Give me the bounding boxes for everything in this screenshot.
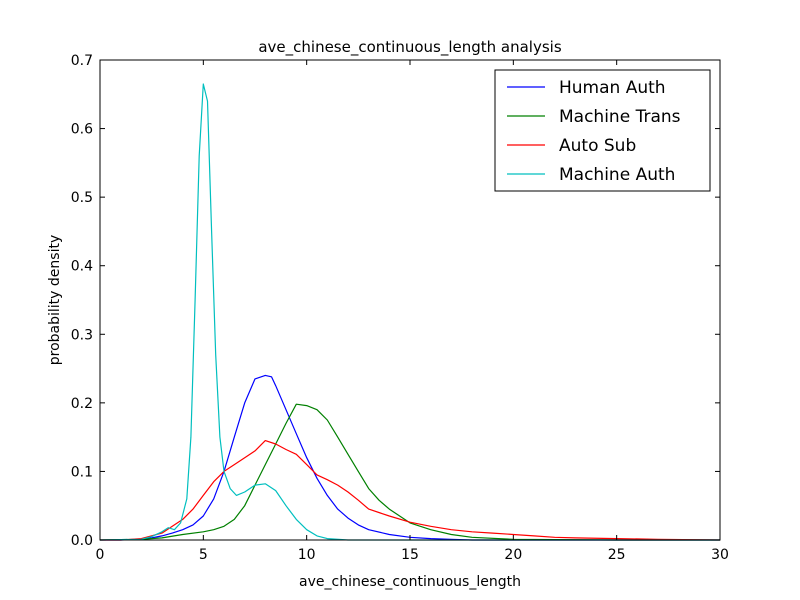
y-tick-label-6: 0.6 — [71, 122, 93, 138]
legend-label-1: Machine Trans — [559, 107, 681, 127]
y-axis-label: probability density — [47, 235, 63, 365]
legend-label-0: Human Auth — [559, 78, 666, 98]
legend-label-2: Auto Sub — [559, 136, 636, 156]
chart-title: ave_chinese_continuous_length analysis — [258, 38, 561, 57]
y-tick-label-2: 0.2 — [71, 396, 93, 412]
series-line-3 — [99, 83, 720, 541]
y-tick-label-0: 0.0 — [71, 533, 93, 549]
legend-box — [494, 69, 711, 192]
x-tick-label-5: 25 — [608, 547, 626, 563]
x-axis-ticks: 0 5 10 15 20 25 30 — [96, 60, 729, 563]
y-tick-label-4: 0.4 — [71, 259, 93, 275]
legend: Human Auth Machine Trans Auto Sub Machine A… — [494, 69, 711, 192]
legend-entries: Human Auth Machine Trans Auto Sub Machine A… — [507, 78, 681, 185]
y-tick-label-7: 0.7 — [71, 53, 93, 69]
x-tick-label-6: 30 — [711, 547, 729, 563]
x-tick-label-3: 15 — [401, 547, 419, 563]
x-axis-label: ave_chinese_continuous_length — [299, 574, 521, 590]
series-line-0 — [100, 374, 720, 541]
x-tick-label-2: 10 — [298, 547, 316, 563]
series-line-2 — [100, 440, 721, 541]
series-layer — [99, 83, 721, 541]
y-tick-label-5: 0.5 — [71, 190, 93, 206]
legend-label-3: Machine Auth — [559, 165, 675, 185]
y-axis-ticks: 0.0 0.1 0.2 0.3 0.4 0.5 0.6 0.7 — [71, 53, 720, 549]
x-tick-label-1: 5 — [199, 547, 208, 563]
x-tick-label-0: 0 — [96, 547, 105, 563]
y-tick-label-3: 0.3 — [71, 327, 93, 343]
y-tick-label-1: 0.1 — [71, 464, 93, 480]
series-line-1 — [99, 403, 720, 541]
x-tick-label-4: 20 — [504, 547, 522, 563]
